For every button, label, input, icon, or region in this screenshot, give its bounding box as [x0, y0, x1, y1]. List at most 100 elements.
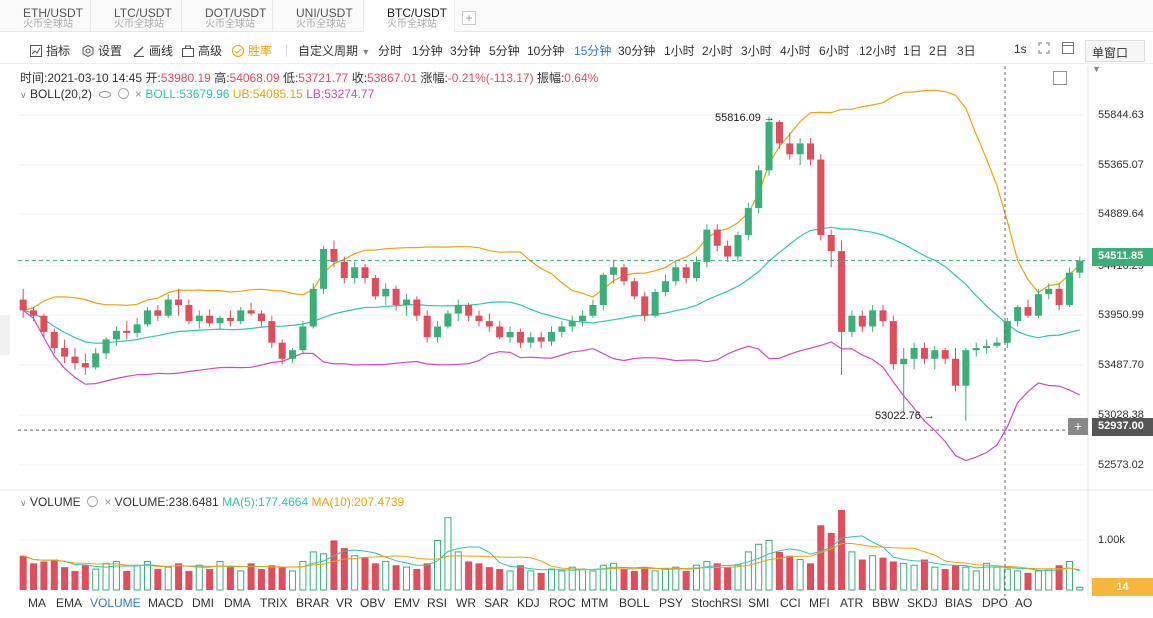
indicator-atr[interactable]: ATR — [840, 596, 864, 610]
settings-icon[interactable] — [117, 88, 129, 99]
collapse-icon[interactable]: ∨ — [20, 498, 27, 508]
indicator-volume[interactable]: VOLUME — [90, 596, 141, 610]
indicator-rsi[interactable]: RSI — [427, 596, 448, 610]
volume-bar — [465, 561, 473, 590]
indicator-vr[interactable]: VR — [336, 596, 353, 610]
volume-bar — [361, 557, 369, 590]
tab-symbol: LTC/USDT — [114, 6, 172, 20]
boll-upper-line — [23, 89, 1081, 311]
close-icon[interactable]: × — [135, 87, 143, 101]
candle-body — [423, 315, 431, 338]
volume-bar — [547, 568, 556, 591]
indicator-kdj[interactable]: KDJ — [517, 596, 540, 610]
candle-body — [392, 288, 400, 305]
candle-body — [320, 248, 328, 289]
period-option[interactable]: 15分钟 — [574, 44, 612, 58]
left-handle[interactable] — [0, 315, 10, 355]
collapse-icon[interactable]: ∨ — [20, 90, 27, 100]
tab-eth-usdt[interactable]: ETH/USDT 火币全球站 — [0, 0, 91, 32]
indicator-trix[interactable]: TRIX — [260, 596, 288, 610]
interval-1s-button[interactable]: 1s — [1014, 42, 1027, 56]
indicator-stochrsi[interactable]: StochRSI — [691, 596, 742, 610]
indicator-boll[interactable]: BOLL — [619, 596, 650, 610]
indicator-bbw[interactable]: BBW — [872, 596, 900, 610]
window-mode-dropdown[interactable]: 单窗口 ▼ — [1085, 40, 1145, 74]
indicators-button[interactable]: 指标 — [30, 42, 70, 59]
period-option[interactable]: 3日 — [957, 44, 976, 58]
indicator-wr[interactable]: WR — [456, 596, 476, 610]
candle-body — [299, 326, 307, 351]
settings-button[interactable]: 设置 — [82, 42, 122, 59]
indicator-dma[interactable]: DMA — [224, 596, 251, 610]
period-option[interactable]: 6小时 — [819, 44, 850, 58]
settings-icon[interactable] — [86, 496, 98, 507]
candle-body — [527, 337, 535, 343]
volume-bar — [703, 560, 711, 591]
indicator-smi[interactable]: SMI — [748, 596, 770, 610]
volume-bar — [340, 548, 348, 590]
tab-btc-usdt[interactable]: BTC/USDT 火币全球站 — [364, 0, 455, 32]
indicator-bias[interactable]: BIAS — [945, 596, 973, 610]
add-alert-button[interactable]: + — [1068, 418, 1088, 435]
volume-bar — [651, 570, 659, 591]
volume-bar — [278, 567, 286, 590]
period-option[interactable]: 3小时 — [741, 44, 772, 58]
period-option[interactable]: 30分钟 — [618, 44, 656, 58]
volume-bar — [983, 562, 991, 591]
indicator-dmi[interactable]: DMI — [192, 596, 214, 610]
volume-bar — [931, 566, 939, 591]
period-option[interactable]: 1分钟 — [412, 44, 443, 58]
volume-bar — [413, 569, 421, 590]
volume-bar — [858, 559, 866, 590]
period-option[interactable]: 12小时 — [859, 44, 897, 58]
indicator-mfi[interactable]: MFI — [809, 596, 830, 610]
fullscreen-icon[interactable] — [1038, 42, 1050, 57]
add-tab-button[interactable]: + — [462, 11, 476, 25]
candle-body — [869, 310, 877, 327]
period-option[interactable]: 2小时 — [702, 44, 733, 58]
close-icon[interactable]: × — [104, 495, 112, 509]
candle-body — [164, 299, 172, 316]
volume-bar — [92, 568, 100, 591]
indicator-ma[interactable]: MA — [28, 596, 46, 610]
period-option[interactable]: 5分钟 — [489, 44, 520, 58]
volume-bar — [672, 566, 680, 591]
candle-body — [278, 342, 286, 359]
indicator-sar[interactable]: SAR — [484, 596, 509, 610]
volume-bar — [1034, 570, 1042, 591]
indicator-roc[interactable]: ROC — [549, 596, 576, 610]
indicator-dpo[interactable]: DPO — [982, 596, 1009, 610]
indicator-cci[interactable]: CCI — [780, 596, 801, 610]
indicator-macd[interactable]: MACD — [148, 596, 184, 610]
caret-down-icon: ▼ — [361, 47, 371, 57]
tab-uni-usdt[interactable]: UNI/USDT 火币全球站 — [273, 0, 364, 32]
custom-period-dropdown[interactable]: 自定义周期 ▼ — [298, 44, 371, 58]
period-option[interactable]: 分时 — [378, 44, 403, 58]
indicator-ao[interactable]: AO — [1015, 596, 1033, 610]
indicator-mtm[interactable]: MTM — [581, 596, 609, 610]
indicator-ema[interactable]: EMA — [56, 596, 83, 610]
period-option[interactable]: 1小时 — [664, 44, 695, 58]
indicator-psy[interactable]: PSY — [659, 596, 684, 610]
tab-ltc-usdt[interactable]: LTC/USDT 火币全球站 — [91, 0, 182, 32]
period-option[interactable]: 4小时 — [780, 44, 811, 58]
indicator-emv[interactable]: EMV — [394, 596, 421, 610]
tab-dot-usdt[interactable]: DOT/USDT 火币全球站 — [182, 0, 273, 32]
period-option[interactable]: 1日 — [903, 44, 922, 58]
draw-button[interactable]: 画线 — [133, 42, 173, 59]
expand-icon[interactable] — [1053, 71, 1067, 85]
candle-body — [775, 121, 783, 144]
window-layout-icon[interactable] — [1062, 42, 1074, 57]
winrate-button[interactable]: 胜率 — [232, 42, 272, 59]
period-option[interactable]: 10分钟 — [527, 44, 565, 58]
volume-bar — [972, 570, 980, 591]
period-option[interactable]: 2日 — [929, 44, 948, 58]
period-option[interactable]: 3分钟 — [450, 44, 481, 58]
eye-icon[interactable] — [99, 91, 112, 98]
indicator-obv[interactable]: OBV — [360, 596, 386, 610]
indicator-skdj[interactable]: SKDJ — [907, 596, 938, 610]
advanced-button[interactable]: 高级 — [182, 42, 222, 59]
volume-bar — [402, 566, 410, 591]
indicator-brar[interactable]: BRAR — [296, 596, 330, 610]
